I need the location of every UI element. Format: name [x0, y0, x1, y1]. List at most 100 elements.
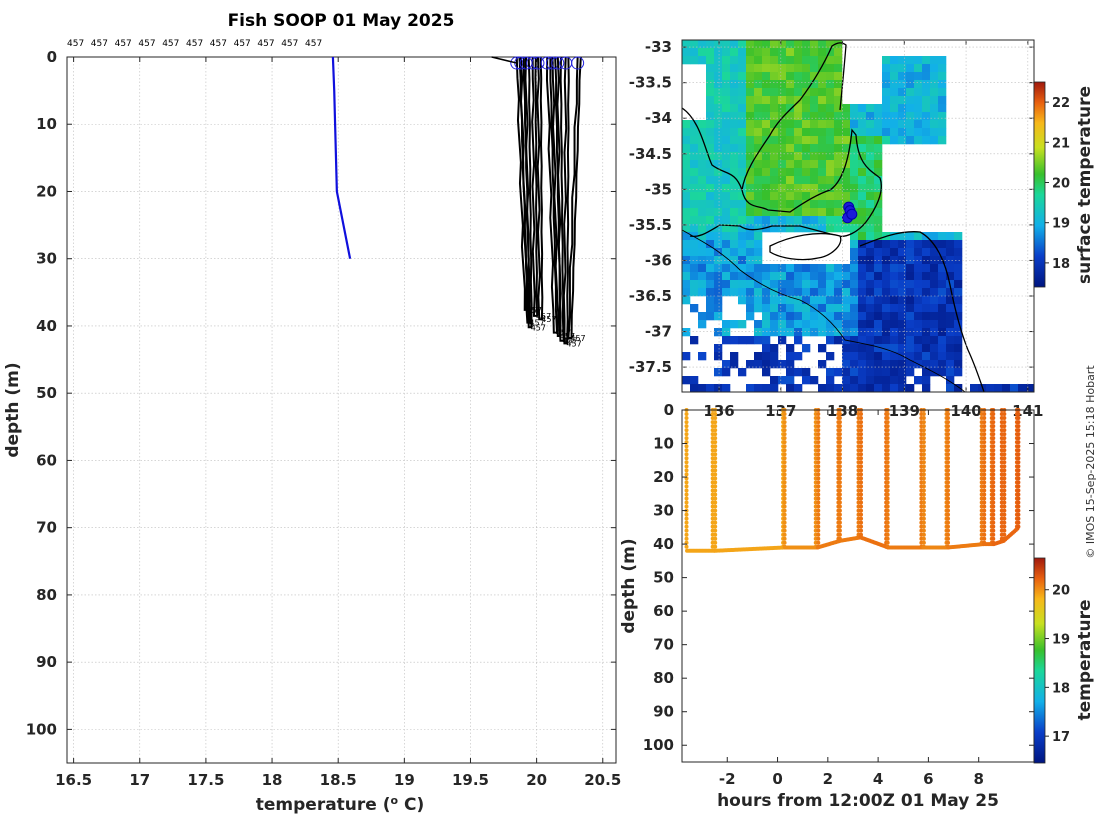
section-data-point — [859, 448, 864, 453]
sst-pixel — [754, 64, 763, 73]
sst-pixel — [850, 280, 859, 289]
section-data-point — [921, 412, 926, 417]
section-data-point — [885, 536, 890, 541]
sst-pixel — [746, 232, 755, 241]
sst-pixel — [754, 240, 763, 249]
sst-pixel — [938, 320, 947, 329]
sst-pixel — [778, 64, 787, 73]
sst-pixel — [802, 40, 811, 49]
sst-pixel — [714, 296, 723, 305]
section-data-point — [1002, 428, 1007, 433]
sst-pixel — [698, 320, 707, 329]
sst-pixel — [722, 248, 731, 257]
sst-pixel — [826, 152, 835, 161]
sst-pixel — [778, 272, 787, 281]
surface-temperature-map: 136 137 138 139 140 141 -33-33.5-34-34.5-35-3… — [629, 38, 1044, 420]
sst-pixel — [858, 264, 867, 273]
section-data-point — [921, 452, 926, 457]
sst-pixel — [938, 128, 947, 137]
sst-pixel — [762, 160, 771, 169]
sst-pixel — [874, 192, 883, 201]
sst-pixel — [706, 232, 715, 241]
section-data-point — [982, 504, 987, 509]
sst-pixel — [866, 168, 875, 177]
sst-pixel — [810, 184, 819, 193]
sst-pixel — [842, 224, 851, 233]
section-data-point — [713, 484, 718, 489]
profile-y-tick-label: 40 — [36, 317, 57, 335]
sst-pixel — [818, 344, 827, 353]
section-data-point — [946, 456, 951, 461]
sst-pixel — [850, 352, 859, 361]
section-data-point — [837, 508, 842, 513]
sst-pixel — [714, 72, 723, 81]
sst-pixel — [850, 272, 859, 281]
sst-pixel — [730, 320, 739, 329]
section-data-point — [982, 476, 987, 481]
sst-pixel — [810, 112, 819, 121]
sst-pixel — [938, 328, 947, 337]
sst-pixel — [842, 376, 851, 385]
section-data-point — [1016, 440, 1021, 445]
sst-pixel — [794, 72, 803, 81]
sst-pixel — [874, 144, 883, 153]
sst-pixel — [762, 216, 771, 225]
sst-pixel — [770, 192, 779, 201]
sst-pixel — [898, 256, 907, 265]
sst-pixel — [930, 296, 939, 305]
sst-pixel — [722, 48, 731, 57]
sst-pixel — [914, 120, 923, 129]
sst-pixel — [746, 184, 755, 193]
section-data-point — [1016, 456, 1021, 461]
section-data-point — [921, 436, 926, 441]
section-data-point — [921, 448, 926, 453]
sst-pixel — [770, 208, 779, 217]
section-data-point — [859, 444, 864, 449]
sst-pixel — [690, 224, 699, 233]
sst-pixel — [802, 312, 811, 321]
sst-pixel — [826, 120, 835, 129]
sst-pixel — [826, 304, 835, 313]
sst-pixel — [730, 336, 739, 345]
sst-pixel — [794, 264, 803, 273]
sst-pixel — [706, 88, 715, 97]
sst-pixel — [730, 160, 739, 169]
sst-pixel — [858, 304, 867, 313]
section-data-point — [837, 532, 842, 537]
sst-pixel — [930, 56, 939, 65]
sst-pixel — [778, 80, 787, 89]
sst-pixel — [770, 376, 779, 385]
section-data-point — [837, 480, 842, 485]
section-data-point — [713, 496, 718, 501]
sst-pixel — [698, 216, 707, 225]
section-data-point — [684, 496, 689, 501]
sst-pixel — [922, 296, 931, 305]
sst-pixel — [730, 136, 739, 145]
sst-pixel — [706, 248, 715, 257]
sst-pixel — [938, 296, 947, 305]
sst-pixel — [754, 40, 763, 49]
section-data-point — [713, 480, 718, 485]
sst-pixel — [826, 128, 835, 137]
colorbar-surface-tick-label: 22 — [1052, 96, 1070, 111]
section-data-point — [885, 448, 890, 453]
section-data-point — [885, 416, 890, 421]
sst-pixel — [858, 312, 867, 321]
section-data-point — [782, 428, 787, 433]
sst-pixel — [682, 168, 691, 177]
sst-pixel — [682, 232, 691, 241]
section-data-point — [921, 440, 926, 445]
sst-pixel — [810, 40, 819, 49]
sst-pixel — [938, 80, 947, 89]
section-data-point — [982, 464, 987, 469]
sst-pixel — [730, 80, 739, 89]
section-data-point — [1016, 420, 1021, 425]
sst-pixel — [690, 176, 699, 185]
sst-pixel — [946, 272, 955, 281]
sst-pixel — [834, 368, 843, 377]
sst-pixel — [762, 328, 771, 337]
section-data-point — [782, 524, 787, 529]
section-data-point — [684, 516, 689, 521]
sst-pixel — [938, 104, 947, 113]
section-y-tick-label: 20 — [653, 468, 674, 486]
